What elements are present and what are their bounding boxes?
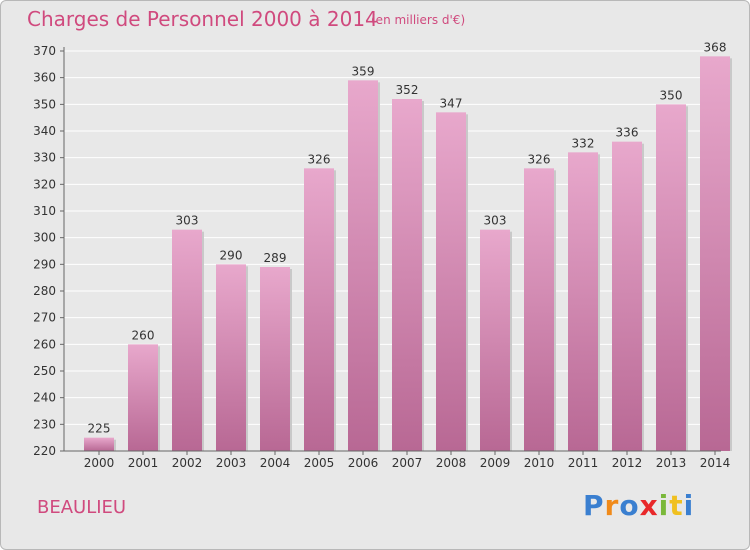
x-tick-label: 2012 [612, 456, 643, 470]
y-tick-label: 260 [33, 337, 56, 351]
y-tick-label: 300 [33, 231, 56, 245]
bar-value-label: 290 [220, 248, 243, 262]
x-tick-label: 2011 [568, 456, 599, 470]
y-tick-label: 290 [33, 257, 56, 271]
x-tick-label: 2009 [480, 456, 511, 470]
bar [612, 141, 642, 451]
bar [216, 264, 246, 451]
x-tick-label: 2007 [392, 456, 423, 470]
bar-value-label: 326 [308, 152, 331, 166]
y-tick-label: 270 [33, 311, 56, 325]
y-tick-label: 250 [33, 364, 56, 378]
bar-value-label: 336 [616, 126, 639, 140]
bar-value-label: 332 [572, 136, 595, 150]
y-tick-label: 240 [33, 391, 56, 405]
bar [348, 80, 378, 451]
y-tick-label: 320 [33, 177, 56, 191]
bars: 225 260 303 290 289 326 359 352 347 303 326 332 336 3… [84, 40, 732, 452]
bar [656, 104, 686, 451]
logo-letter: i [658, 489, 670, 522]
logo-letter: P [583, 489, 605, 522]
y-tick-label: 310 [33, 204, 56, 218]
bar [392, 99, 422, 451]
bar-value-label: 347 [440, 96, 463, 110]
bar-value-label: 359 [352, 64, 375, 78]
y-axis: 220 230 240 250 260 270 280 290 300 310 320 330 340 3… [33, 44, 65, 458]
chart-subtitle: (en milliers d'€) [371, 13, 466, 27]
x-tick-label: 2008 [436, 456, 467, 470]
bar-value-label: 350 [660, 88, 683, 102]
bar [700, 56, 730, 451]
y-tick-label: 350 [33, 97, 56, 111]
x-tick-label: 2001 [128, 456, 159, 470]
y-tick-label: 280 [33, 284, 56, 298]
bar [172, 229, 202, 451]
y-tick-label: 220 [33, 444, 56, 458]
bar [524, 168, 554, 452]
x-tick-label: 2006 [348, 456, 379, 470]
x-tick-label: 2005 [304, 456, 335, 470]
logo-letter: t [669, 489, 684, 522]
y-tick-label: 230 [33, 417, 56, 431]
bar-value-label: 326 [528, 152, 551, 166]
bar-value-label: 289 [264, 251, 287, 265]
logo-letter: x [639, 489, 659, 522]
logo-letter: o [619, 489, 640, 522]
bar [480, 229, 510, 451]
bar-value-label: 225 [88, 422, 111, 436]
y-tick-label: 370 [33, 44, 56, 58]
x-tick-label: 2013 [656, 456, 687, 470]
bar [260, 267, 290, 451]
bar-value-label: 368 [704, 40, 727, 54]
x-tick-label: 2002 [172, 456, 203, 470]
bar-value-label: 303 [484, 214, 507, 228]
bar-value-label: 352 [396, 83, 419, 97]
y-tick-label: 330 [33, 151, 56, 165]
x-tick-label: 2010 [524, 456, 555, 470]
x-tick-label: 2003 [216, 456, 247, 470]
bar-value-label: 303 [176, 214, 199, 228]
bar [84, 437, 114, 451]
logo-letter: r [604, 489, 620, 522]
chart-title: Charges de Personnel 2000 à 2014 [27, 7, 378, 31]
bar [436, 112, 466, 451]
y-tick-label: 360 [33, 71, 56, 85]
proxiti-logo: Proxiti [583, 489, 694, 522]
logo-letter: i [683, 489, 695, 522]
bar [128, 344, 158, 451]
x-tick-label: 2000 [84, 456, 115, 470]
town-name: BEAULIEU [37, 497, 127, 518]
x-tick-label: 2014 [700, 456, 731, 470]
bar-value-label: 260 [132, 328, 155, 342]
bar [304, 168, 334, 452]
x-tick-label: 2004 [260, 456, 291, 470]
bar [568, 152, 598, 452]
x-axis: 2000 2001 2002 2003 2004 2005 2006 2007 2008 2009… [64, 450, 731, 470]
y-tick-label: 340 [33, 124, 56, 138]
